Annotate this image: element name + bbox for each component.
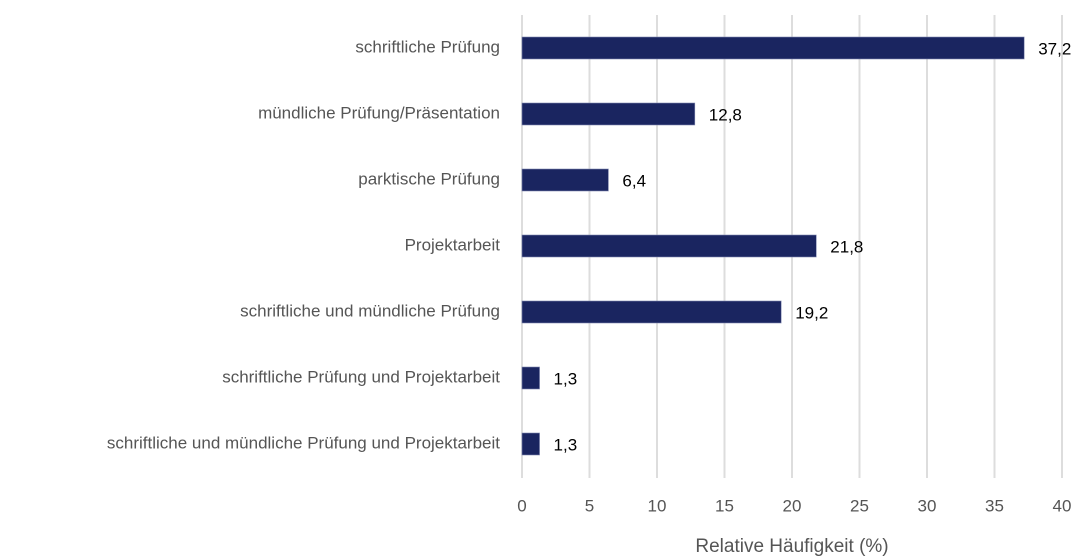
category-label: schriftliche und mündliche Prüfung und P…: [107, 433, 500, 452]
value-label: 1,3: [554, 435, 578, 454]
category-label: mündliche Prüfung/Präsentation: [258, 103, 500, 122]
value-label: 12,8: [709, 105, 742, 124]
x-axis-title: Relative Häufigkeit (%): [695, 536, 888, 557]
x-tick-label: 10: [648, 496, 667, 515]
bar: [521, 168, 609, 192]
x-tick-label: 15: [715, 496, 734, 515]
value-label: 1,3: [554, 369, 578, 388]
category-label: parktische Prüfung: [358, 169, 500, 188]
category-label: schriftliche und mündliche Prüfung: [240, 301, 500, 320]
x-tick-label: 25: [850, 496, 869, 515]
value-label: 6,4: [622, 171, 646, 190]
bar: [521, 366, 540, 390]
x-tick-label: 20: [783, 496, 802, 515]
category-label: Projektarbeit: [405, 235, 501, 254]
value-label: 21,8: [830, 237, 863, 256]
bar: [521, 432, 540, 456]
bar: [521, 102, 696, 126]
x-tick-label: 5: [585, 496, 594, 515]
x-tick-label: 40: [1053, 496, 1072, 515]
value-label: 37,2: [1038, 39, 1071, 58]
x-tick-label: 30: [918, 496, 937, 515]
bar: [521, 36, 1025, 60]
category-label: schriftliche Prüfung und Projektarbeit: [222, 367, 500, 386]
bar: [521, 234, 817, 258]
category-label: schriftliche Prüfung: [355, 37, 500, 56]
x-tick-label: 0: [517, 496, 526, 515]
value-label: 19,2: [795, 303, 828, 322]
x-tick-label: 35: [985, 496, 1004, 515]
bar: [521, 300, 782, 324]
